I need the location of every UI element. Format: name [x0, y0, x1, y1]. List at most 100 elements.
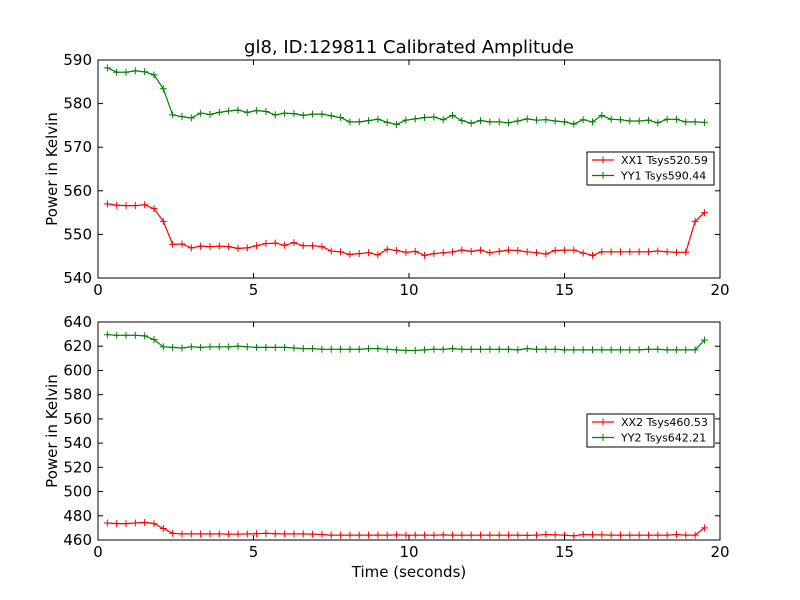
data-point [626, 531, 634, 539]
data-point [663, 115, 671, 123]
data-point [150, 71, 158, 79]
data-point [542, 531, 550, 539]
data-point [365, 345, 373, 353]
data-point [486, 118, 494, 126]
data-point [215, 108, 223, 116]
legend-label: XX1 Tsys520.59 [621, 154, 708, 167]
data-point [616, 116, 624, 124]
data-point [467, 247, 475, 255]
legend-box [586, 413, 715, 448]
data-point [616, 346, 624, 354]
data-point [682, 118, 690, 126]
data-point [588, 251, 596, 259]
data-point [654, 119, 662, 127]
data-point [523, 531, 531, 539]
data-point [588, 346, 596, 354]
series-line-2 [107, 67, 705, 126]
data-point [598, 531, 606, 539]
data-point [159, 217, 167, 225]
data-point [243, 343, 251, 351]
data-point [299, 530, 307, 538]
data-point [402, 116, 410, 124]
data-point [206, 111, 214, 118]
data-point [299, 242, 307, 250]
data-point [346, 118, 354, 126]
data-point [281, 241, 289, 249]
data-point [197, 109, 205, 117]
data-point [458, 531, 466, 539]
data-point [411, 115, 419, 123]
data-point [588, 531, 596, 539]
data-point [141, 332, 149, 340]
data-point [318, 110, 326, 118]
data-point [365, 531, 373, 539]
data-point [374, 531, 382, 539]
data-point [411, 531, 419, 539]
data-point [672, 346, 680, 354]
data-point [281, 530, 289, 538]
x-tick-label: 15 [555, 543, 574, 561]
data-point [533, 249, 541, 257]
data-point [626, 248, 634, 256]
data-point [187, 530, 195, 538]
data-point [542, 345, 550, 353]
data-point [299, 111, 307, 119]
data-point [421, 346, 429, 354]
data-point [169, 111, 177, 119]
y-tick-label: 560 [63, 410, 92, 428]
data-point [337, 114, 345, 122]
data-point [551, 345, 559, 353]
data-point [253, 107, 261, 115]
data-point [635, 531, 643, 539]
data-point [486, 531, 494, 539]
data-point [691, 118, 699, 126]
data-point [150, 336, 158, 344]
data-point [187, 244, 195, 252]
data-point [337, 248, 345, 256]
data-point [533, 345, 541, 353]
data-point [467, 531, 475, 539]
data-point [477, 246, 485, 254]
y-tick-label: 520 [63, 458, 92, 476]
data-point [598, 248, 606, 256]
data-point [570, 532, 578, 540]
data-point [430, 250, 438, 258]
data-point [421, 251, 429, 259]
data-point [253, 343, 261, 351]
data-point [495, 531, 503, 539]
legend-label: YY2 Tsys642.21 [620, 432, 706, 445]
data-point [253, 242, 261, 250]
y-tick-label: 620 [63, 337, 92, 355]
y-tick-label: 560 [63, 182, 92, 200]
data-point [514, 346, 522, 354]
legend-marker [599, 172, 607, 179]
data-point [700, 336, 708, 344]
data-point [187, 343, 195, 351]
data-point [663, 346, 671, 354]
data-point [402, 248, 410, 256]
data-point [178, 344, 186, 352]
data-point [290, 239, 298, 247]
data-point [365, 249, 373, 257]
data-point [626, 117, 634, 125]
data-point [225, 243, 233, 251]
data-point [150, 520, 158, 528]
data-point [197, 343, 205, 351]
y-axis-label: Power in Kelvin [43, 374, 61, 488]
data-point [271, 111, 279, 119]
data-point [700, 118, 708, 126]
data-point [159, 524, 167, 532]
data-point [299, 345, 307, 353]
data-point [551, 531, 559, 539]
data-point [234, 244, 242, 252]
data-point [635, 117, 643, 125]
data-point [644, 345, 652, 353]
y-tick-label: 580 [63, 95, 92, 113]
data-point [271, 343, 279, 351]
data-point [243, 530, 251, 538]
data-point [393, 531, 401, 539]
y-axis-label: Power in Kelvin [43, 112, 61, 226]
data-point [374, 251, 382, 259]
data-point [355, 345, 363, 353]
